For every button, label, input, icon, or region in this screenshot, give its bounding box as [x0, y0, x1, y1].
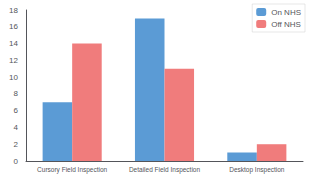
svg-text:Cursory Field Inspection: Cursory Field Inspection [37, 166, 107, 174]
svg-text:Desktop Inspection: Desktop Inspection [229, 166, 285, 174]
svg-text:8: 8 [14, 89, 19, 98]
svg-text:12: 12 [9, 56, 18, 65]
svg-text:4: 4 [14, 123, 19, 132]
svg-text:0: 0 [14, 157, 19, 166]
svg-text:10: 10 [9, 73, 18, 82]
svg-text:Off NHS: Off NHS [271, 20, 301, 29]
svg-text:6: 6 [14, 106, 19, 115]
svg-text:Detailed Field Inspection: Detailed Field Inspection [129, 166, 201, 174]
svg-text:2: 2 [14, 140, 19, 149]
svg-text:16: 16 [9, 22, 18, 31]
svg-text:18: 18 [9, 6, 18, 15]
svg-text:On NHS: On NHS [271, 8, 301, 17]
svg-text:14: 14 [9, 39, 18, 48]
